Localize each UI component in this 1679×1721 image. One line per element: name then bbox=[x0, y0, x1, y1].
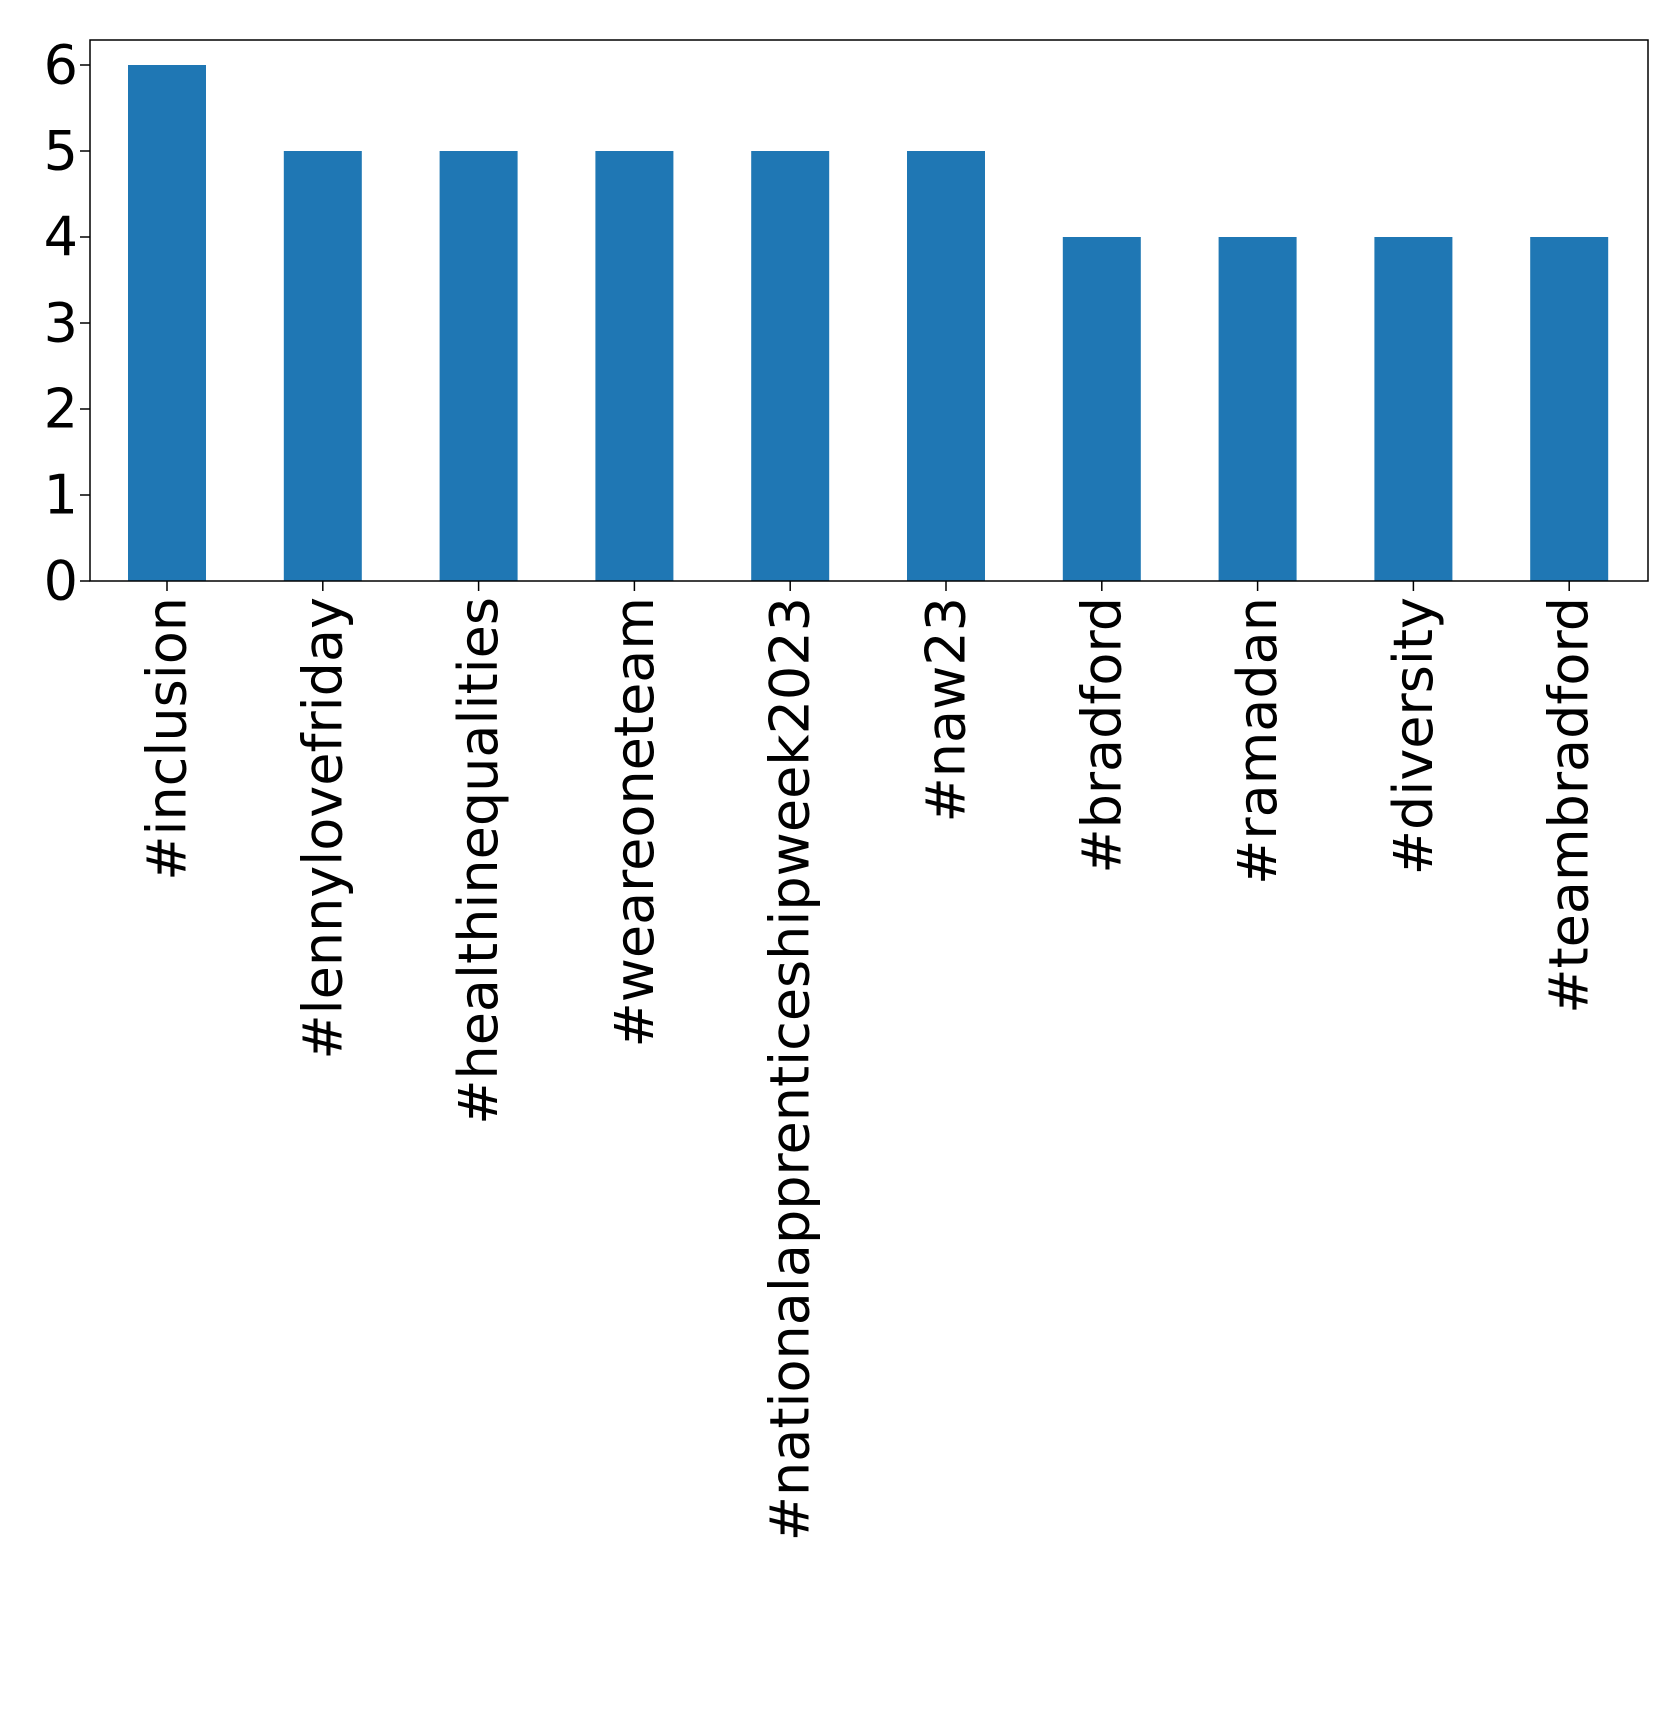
x-tick-label: #nationalapprenticeshipweek2023 bbox=[759, 597, 822, 1541]
plot-frame bbox=[89, 39, 1649, 582]
bars-layer bbox=[128, 65, 1609, 581]
bar-nationalapprenticeshipweek2023 bbox=[751, 151, 830, 581]
x-tick-label: #ramadan bbox=[1226, 597, 1289, 885]
y-axis: 0 1 2 3 4 5 6 bbox=[44, 34, 90, 613]
y-tick-label: 2 bbox=[44, 378, 78, 441]
x-tick-label: #inclusion bbox=[136, 597, 199, 881]
y-tick-label: 3 bbox=[44, 292, 78, 355]
x-axis: #inclusion #lennylovefriday #healthinequal… bbox=[136, 581, 1601, 1541]
bar-weareoneteam bbox=[595, 151, 674, 581]
x-tick-label: #weareoneteam bbox=[603, 597, 666, 1048]
x-tick-label: #naw23 bbox=[915, 597, 978, 822]
bar-bradford bbox=[1062, 237, 1141, 581]
y-tick-label: 5 bbox=[44, 120, 78, 183]
bar-teambradford bbox=[1530, 237, 1609, 581]
y-tick-label: 0 bbox=[44, 550, 78, 613]
bar-healthinequalities bbox=[439, 151, 518, 581]
bar-lennylovefriday bbox=[283, 151, 362, 581]
bar-diversity bbox=[1374, 237, 1453, 581]
x-tick-label: #diversity bbox=[1382, 597, 1445, 875]
x-tick-label: #lennylovefriday bbox=[291, 597, 354, 1060]
x-tick-label: #bradford bbox=[1070, 597, 1133, 874]
bar-inclusion bbox=[128, 65, 206, 581]
y-tick-label: 4 bbox=[44, 206, 78, 269]
x-tick-label: #teambradford bbox=[1538, 597, 1601, 1014]
y-tick-label: 6 bbox=[44, 34, 78, 97]
x-tick-label: #healthinequalities bbox=[447, 597, 510, 1125]
bar-ramadan bbox=[1218, 237, 1297, 581]
y-tick-label: 1 bbox=[44, 464, 78, 527]
bar-naw23 bbox=[907, 151, 985, 581]
